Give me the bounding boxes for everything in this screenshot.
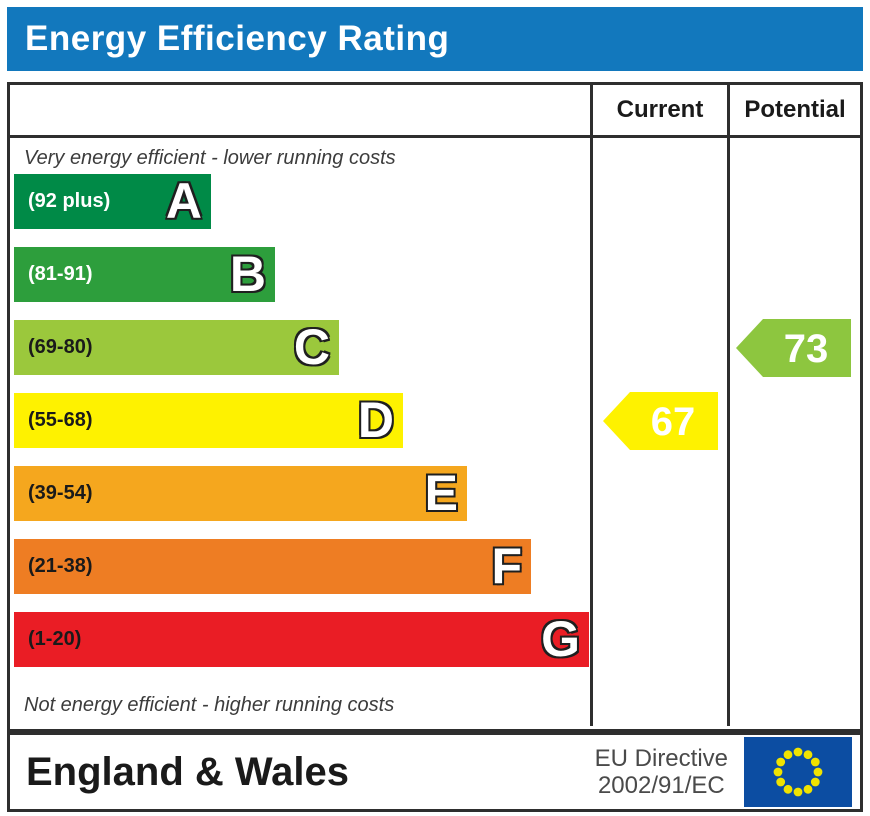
bands: (92 plus) A (81-91) B (69-80) C (55-68) D (39-54… bbox=[14, 172, 590, 685]
eu-flag-star bbox=[776, 757, 786, 767]
potential-value-cell: 73 bbox=[730, 138, 860, 726]
band-A: (92 plus) A bbox=[14, 172, 211, 230]
potential-column-label: Potential bbox=[744, 96, 846, 123]
title-bar: Energy Efficiency Rating bbox=[7, 7, 863, 71]
band-E: (39-54) E bbox=[14, 464, 467, 522]
band-range-label: (81-91) bbox=[28, 263, 93, 285]
band-letter: A bbox=[164, 172, 203, 230]
region-label: England & Wales bbox=[26, 749, 350, 794]
current-column-header: Current bbox=[593, 85, 730, 135]
footer-bar: England & Wales EU Directive 2002/91/EC bbox=[7, 732, 863, 812]
band-letter: F bbox=[490, 537, 524, 595]
band-letter: G bbox=[540, 610, 582, 668]
band-letter: B bbox=[228, 245, 267, 303]
band-range-label: (92 plus) bbox=[28, 190, 111, 212]
rating-table: Current Potential Very energy efficient … bbox=[7, 82, 863, 732]
potential-rating-arrow: 73 bbox=[736, 318, 851, 377]
band-letter: D bbox=[356, 391, 395, 449]
eu-flag-star bbox=[793, 747, 803, 757]
current-rating-value: 67 bbox=[651, 400, 696, 444]
band-range-label: (21-38) bbox=[28, 555, 93, 577]
band-F: (21-38) F bbox=[14, 537, 531, 595]
eu-flag-star bbox=[773, 767, 783, 777]
band-B: (81-91) B bbox=[14, 245, 275, 303]
band-D: (55-68) D bbox=[14, 391, 403, 449]
eu-flag-star bbox=[783, 784, 793, 794]
potential-arrow-shape bbox=[736, 318, 851, 377]
eu-flag-star bbox=[803, 750, 813, 760]
potential-column-header: Potential bbox=[730, 85, 860, 135]
eu-flag-star bbox=[813, 767, 823, 777]
top-caption: Very energy efficient - lower running co… bbox=[24, 147, 396, 169]
eu-flag-star bbox=[810, 757, 820, 767]
eu-flag-icon bbox=[744, 737, 852, 807]
eu-flag-star bbox=[803, 784, 813, 794]
eu-flag-star bbox=[783, 750, 793, 760]
current-column-label: Current bbox=[616, 96, 704, 123]
band-range-label: (39-54) bbox=[28, 482, 93, 504]
current-rating-arrow: 67 bbox=[603, 391, 718, 450]
table-body-row: Very energy efficient - lower running co… bbox=[10, 138, 860, 726]
band-C: (69-80) C bbox=[14, 318, 339, 376]
potential-rating-value: 73 bbox=[784, 327, 829, 371]
page-title: Energy Efficiency Rating bbox=[25, 19, 450, 58]
bottom-caption: Not energy efficient - higher running co… bbox=[24, 694, 395, 716]
eu-flag-star bbox=[810, 777, 820, 787]
eu-directive-line1: EU Directive bbox=[594, 745, 728, 772]
table-header-row: Current Potential bbox=[10, 85, 860, 138]
eu-flag-star bbox=[776, 777, 786, 787]
current-arrow-shape bbox=[603, 391, 718, 450]
header-spacer-cell bbox=[10, 85, 593, 135]
band-letter: E bbox=[423, 464, 459, 522]
band-G: (1-20) G bbox=[14, 610, 589, 668]
current-value-cell: 67 bbox=[593, 138, 730, 726]
eu-directive-text: EU Directive 2002/91/EC bbox=[595, 745, 728, 799]
band-range-label: (55-68) bbox=[28, 409, 93, 431]
bands-chart-area: Very energy efficient - lower running co… bbox=[10, 138, 593, 726]
eu-directive-line2: 2002/91/EC bbox=[597, 772, 725, 799]
band-range-label: (69-80) bbox=[28, 336, 93, 358]
eu-flag-stars bbox=[773, 747, 823, 797]
eu-flag-field bbox=[744, 737, 852, 807]
eu-flag-star bbox=[793, 787, 803, 797]
band-range-label: (1-20) bbox=[28, 628, 82, 650]
band-letter: C bbox=[292, 318, 331, 376]
